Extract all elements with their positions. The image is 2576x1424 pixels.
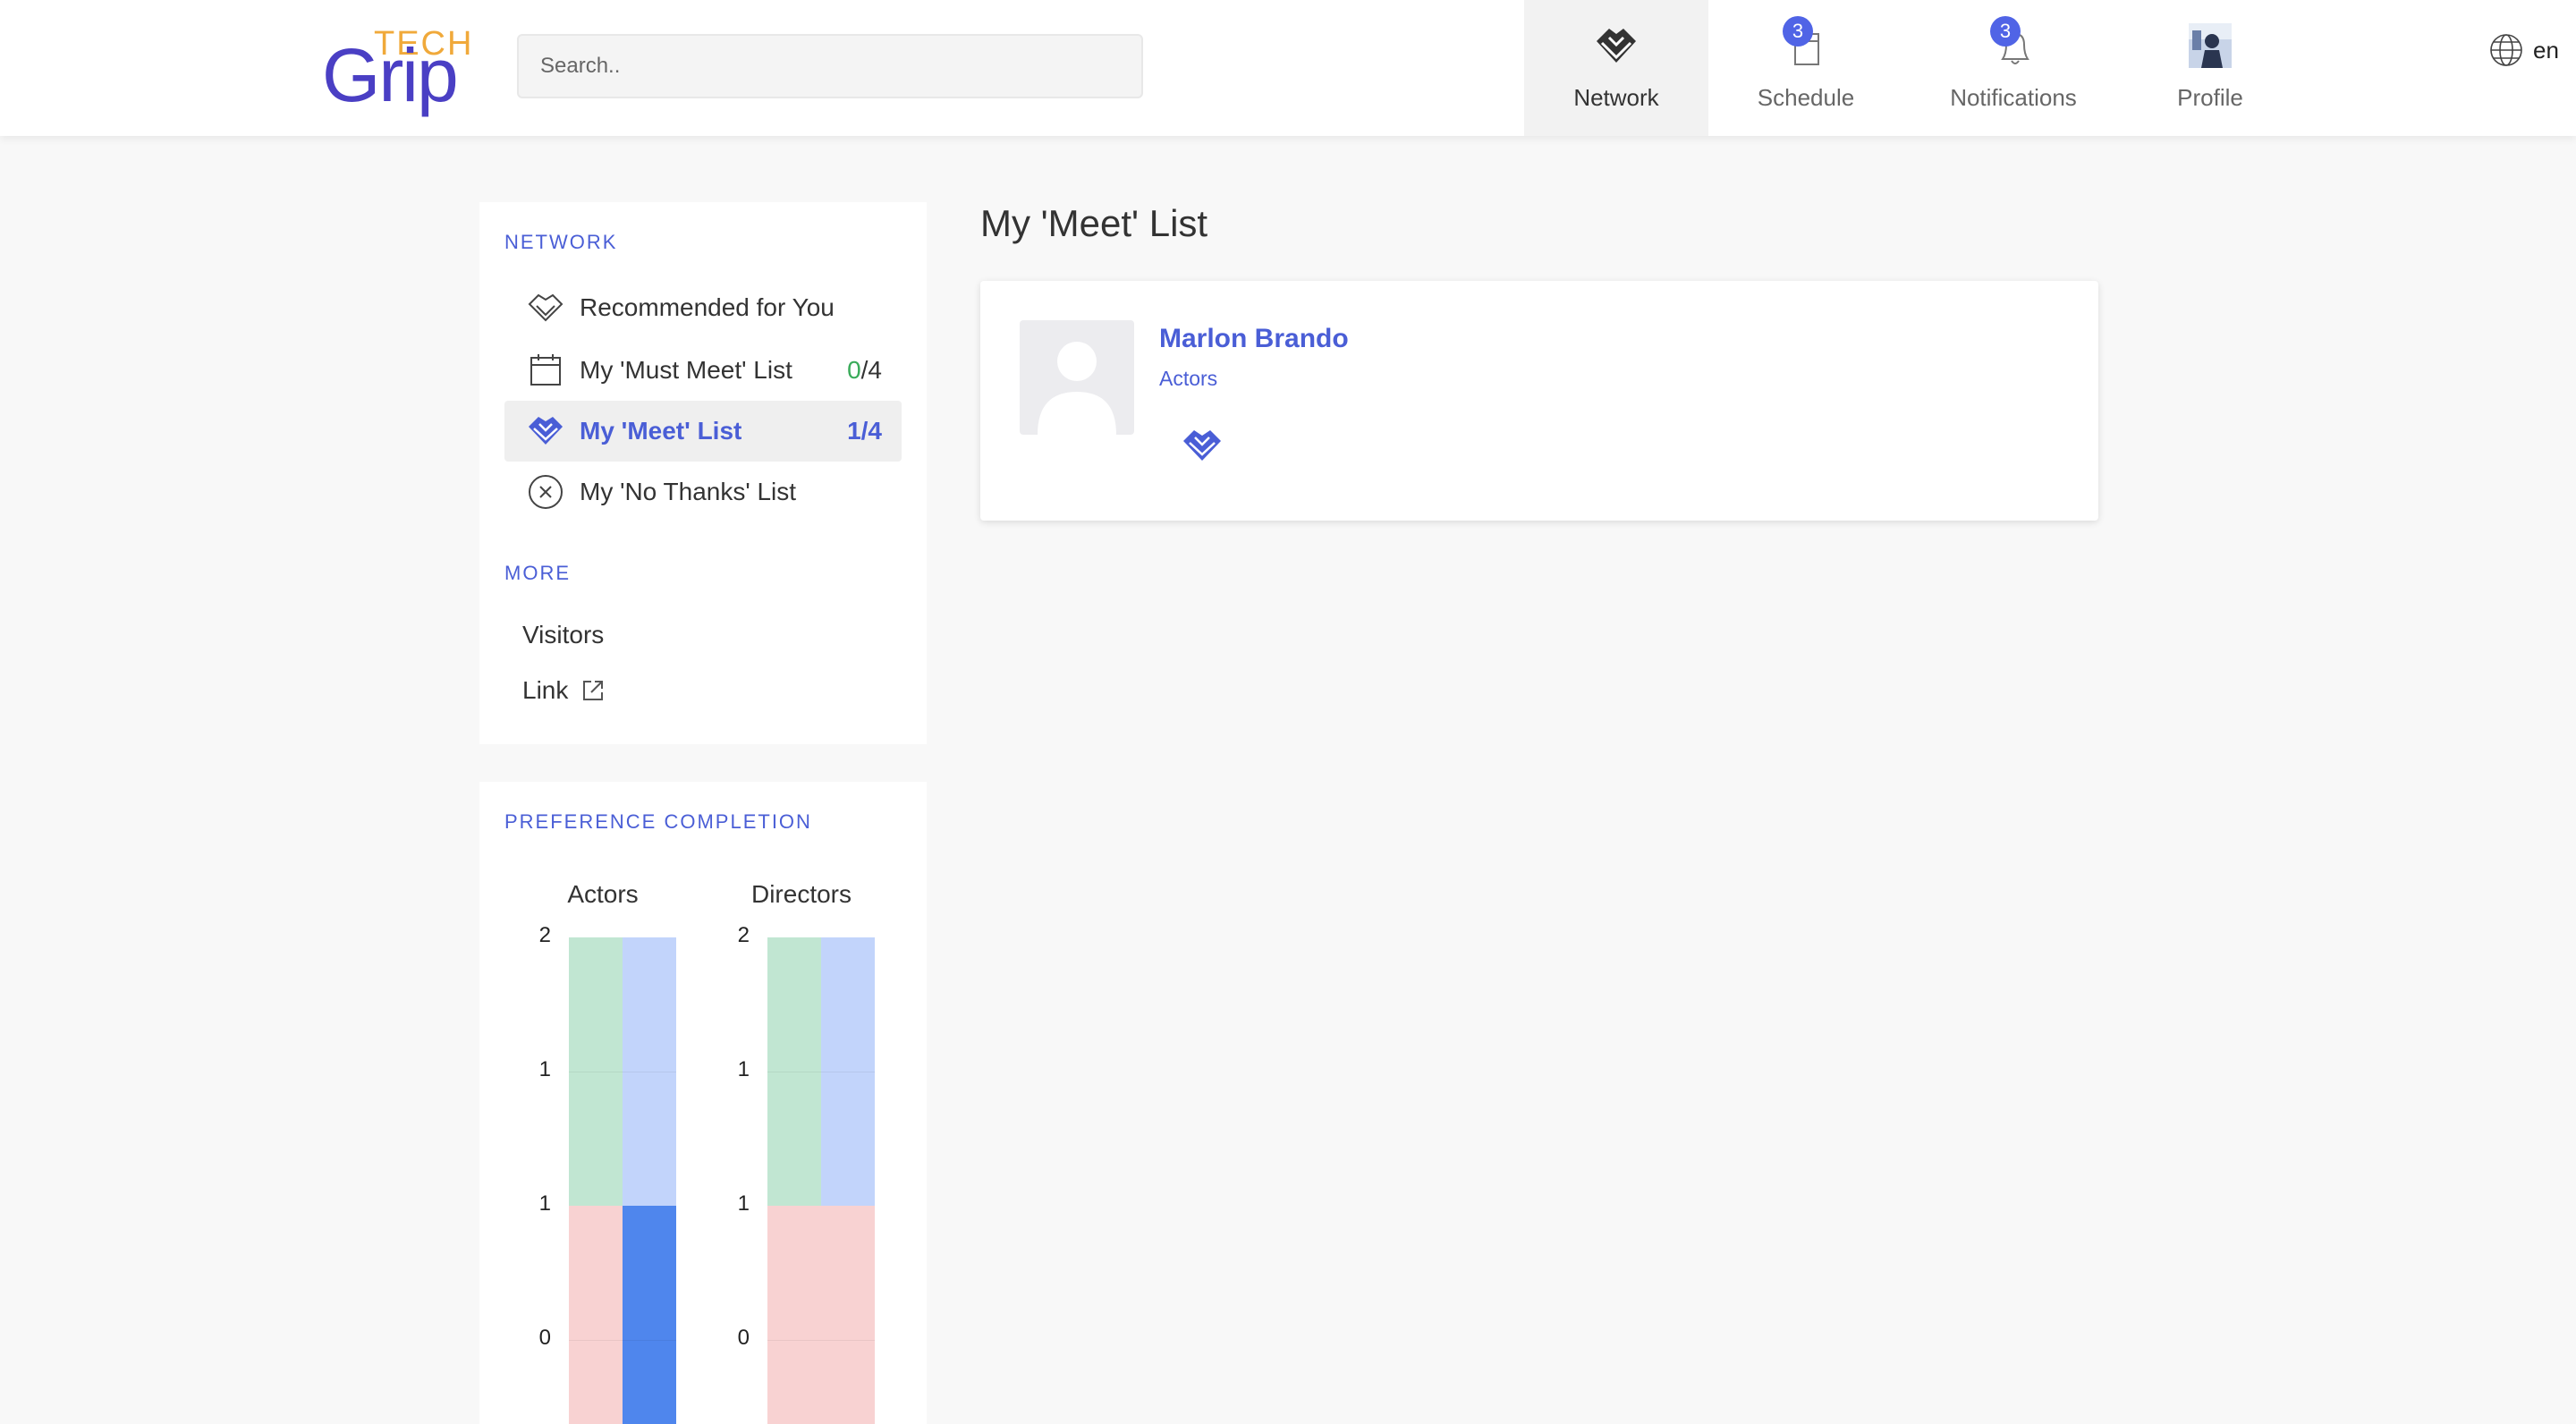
sidebar-item-link[interactable]: Link <box>522 676 606 705</box>
handshake-icon <box>524 410 567 453</box>
y-tick: 2 <box>737 923 750 947</box>
person-card[interactable]: Marlon Brando Actors <box>980 281 2098 521</box>
visitors-label: Visitors <box>522 621 605 648</box>
language-selector[interactable]: en <box>2488 32 2559 68</box>
notifications-badge: 3 <box>1990 16 2021 47</box>
sidebar-item-recommended[interactable]: Recommended for You <box>504 277 902 338</box>
y-tick: 2 <box>538 923 551 947</box>
y-tick: 1 <box>737 1057 750 1081</box>
must-meet-count: 0/4 <box>847 356 882 385</box>
chart-category-actors: Actors <box>567 880 639 908</box>
profile-avatar <box>2183 21 2237 72</box>
sidebar-item-no-thanks[interactable]: My 'No Thanks' List <box>504 462 902 522</box>
language-label: en <box>2533 36 2559 64</box>
nav-network-label: Network <box>1573 84 1659 111</box>
y-tick: 1 <box>737 1191 750 1216</box>
logo-tech-text: TECH <box>374 25 474 63</box>
nav-network[interactable]: Network <box>1524 0 1708 136</box>
chart-bar-actors-green-top <box>569 937 623 1206</box>
chart-bar-actors-blue-top <box>623 937 676 1206</box>
y-tick: 1 <box>538 1057 551 1081</box>
nav-schedule-label: Schedule <box>1757 84 1855 111</box>
nav-notifications-label: Notifications <box>1950 84 2077 111</box>
logo-grip-text: Grip <box>322 33 459 117</box>
page-title: My 'Meet' List <box>980 202 1208 244</box>
calendar-icon <box>524 349 567 392</box>
chart-bar-directors-red-bottom <box>767 1206 875 1424</box>
chart-bar-directors-blue-top <box>821 937 875 1206</box>
nav-profile-label: Profile <box>2177 84 2243 111</box>
chart-bar-actors-red-bottom <box>569 1206 623 1424</box>
chart-bar-actors-blue-bottom <box>623 1206 676 1424</box>
external-link-icon <box>583 681 604 700</box>
chart-category-directors: Directors <box>750 880 852 908</box>
sidebar-item-label: My 'No Thanks' List <box>580 478 797 505</box>
gridline <box>767 1340 875 1341</box>
person-name-link[interactable]: Marlon Brando <box>1159 324 1349 353</box>
nav-profile[interactable]: Profile <box>2118 0 2302 136</box>
sidebar-item-visitors[interactable]: Visitors <box>522 621 604 649</box>
gridline <box>569 1340 676 1341</box>
person-category: Actors <box>1159 367 1218 390</box>
must-meet-count-total: /4 <box>860 356 882 384</box>
y-tick: 1 <box>538 1191 551 1216</box>
handshake-icon <box>1589 21 1643 72</box>
handshake-icon <box>1183 430 1221 461</box>
close-circle-icon <box>524 470 567 513</box>
meet-count: 1/4 <box>847 417 882 445</box>
chart-bar-directors-green-top <box>767 937 821 1206</box>
preference-section-title: PREFERENCE COMPLETION <box>504 810 812 833</box>
avatar-placeholder <box>1020 320 1134 435</box>
sidebar-item-label: Recommended for You <box>580 293 835 321</box>
preference-panel: PREFERENCE COMPLETION Actors Directors 2… <box>479 782 927 1424</box>
y-tick: 0 <box>538 1326 551 1350</box>
sidebar-item-must-meet[interactable]: My 'Must Meet' List 0/4 <box>504 340 902 401</box>
bell-icon: 3 <box>1987 16 2040 72</box>
schedule-badge: 3 <box>1783 16 1813 47</box>
network-panel: NETWORK Recommended for You My 'Must Mee… <box>479 202 927 744</box>
must-meet-count-done: 0 <box>847 356 861 384</box>
sidebar-item-label: My 'Meet' List <box>580 417 742 445</box>
handshake-outline-icon <box>524 286 567 329</box>
sidebar-item-meet[interactable]: My 'Meet' List 1/4 <box>504 401 902 462</box>
y-tick: 0 <box>737 1326 750 1350</box>
logo[interactable]: TECH Grip <box>322 25 476 113</box>
link-label: Link <box>522 676 569 704</box>
top-header: TECH Grip Network 3 Schedule <box>0 0 2576 136</box>
globe-icon <box>2490 34 2522 66</box>
sidebar-item-label: My 'Must Meet' List <box>580 356 792 384</box>
meet-handshake-button[interactable] <box>1179 422 1225 469</box>
network-section-title: NETWORK <box>504 231 618 253</box>
search-input[interactable] <box>517 34 1143 98</box>
more-section-title: MORE <box>504 562 571 584</box>
nav-schedule[interactable]: 3 Schedule <box>1714 0 1898 136</box>
calendar-icon: 3 <box>1779 16 1833 72</box>
nav-notifications[interactable]: 3 Notifications <box>1921 0 2106 136</box>
